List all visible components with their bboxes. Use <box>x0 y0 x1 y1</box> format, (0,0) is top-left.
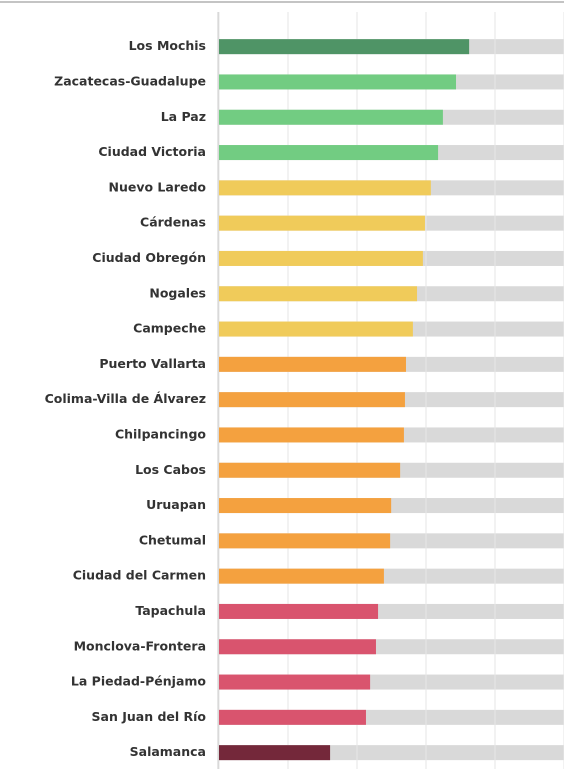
bar <box>219 356 406 372</box>
y-tick-label: Zacatecas-Guadalupe <box>54 73 206 88</box>
y-tick-label: Nuevo Laredo <box>108 179 206 194</box>
bar <box>219 498 392 514</box>
y-tick-label: Ciudad Victoria <box>98 144 206 159</box>
bar <box>219 109 443 125</box>
bar <box>219 603 379 619</box>
bar <box>219 568 384 584</box>
bar <box>219 74 457 90</box>
bar <box>219 321 413 337</box>
bar <box>219 745 331 761</box>
bar <box>219 286 418 302</box>
y-tick-label: Ciudad del Carmen <box>73 568 206 583</box>
y-tick-label: San Juan del Río <box>92 709 207 724</box>
bar <box>219 462 401 478</box>
y-tick-label: Nogales <box>149 285 206 300</box>
y-tick-label: Colima-Villa de Álvarez <box>45 391 206 406</box>
bar <box>219 215 425 231</box>
bar <box>219 250 423 266</box>
bar <box>219 639 376 655</box>
y-tick-label: Chilpancingo <box>115 426 206 441</box>
y-tick-label: Los Cabos <box>135 462 206 477</box>
bar <box>219 180 431 196</box>
y-tick-label: Campeche <box>133 321 206 336</box>
bar <box>219 427 404 443</box>
y-tick-label: La Piedad-Pénjamo <box>71 674 206 689</box>
bar <box>219 674 371 690</box>
y-tick-label: Ciudad Obregón <box>92 250 206 265</box>
y-tick-label: Chetumal <box>139 532 206 547</box>
y-tick-label: Uruapan <box>146 497 206 512</box>
bar <box>219 533 391 549</box>
bar <box>219 709 366 725</box>
bar <box>219 392 405 408</box>
y-tick-label: Puerto Vallarta <box>99 356 206 371</box>
y-tick-label: Monclova-Frontera <box>74 638 206 653</box>
y-tick-label: Cárdenas <box>140 215 206 230</box>
y-tick-label: Tapachula <box>135 603 206 618</box>
y-tick-label: La Paz <box>161 109 206 124</box>
y-tick-label: Los Mochis <box>129 38 206 53</box>
bar <box>219 39 470 55</box>
bar <box>219 145 439 161</box>
y-tick-label: Salamanca <box>130 744 206 759</box>
